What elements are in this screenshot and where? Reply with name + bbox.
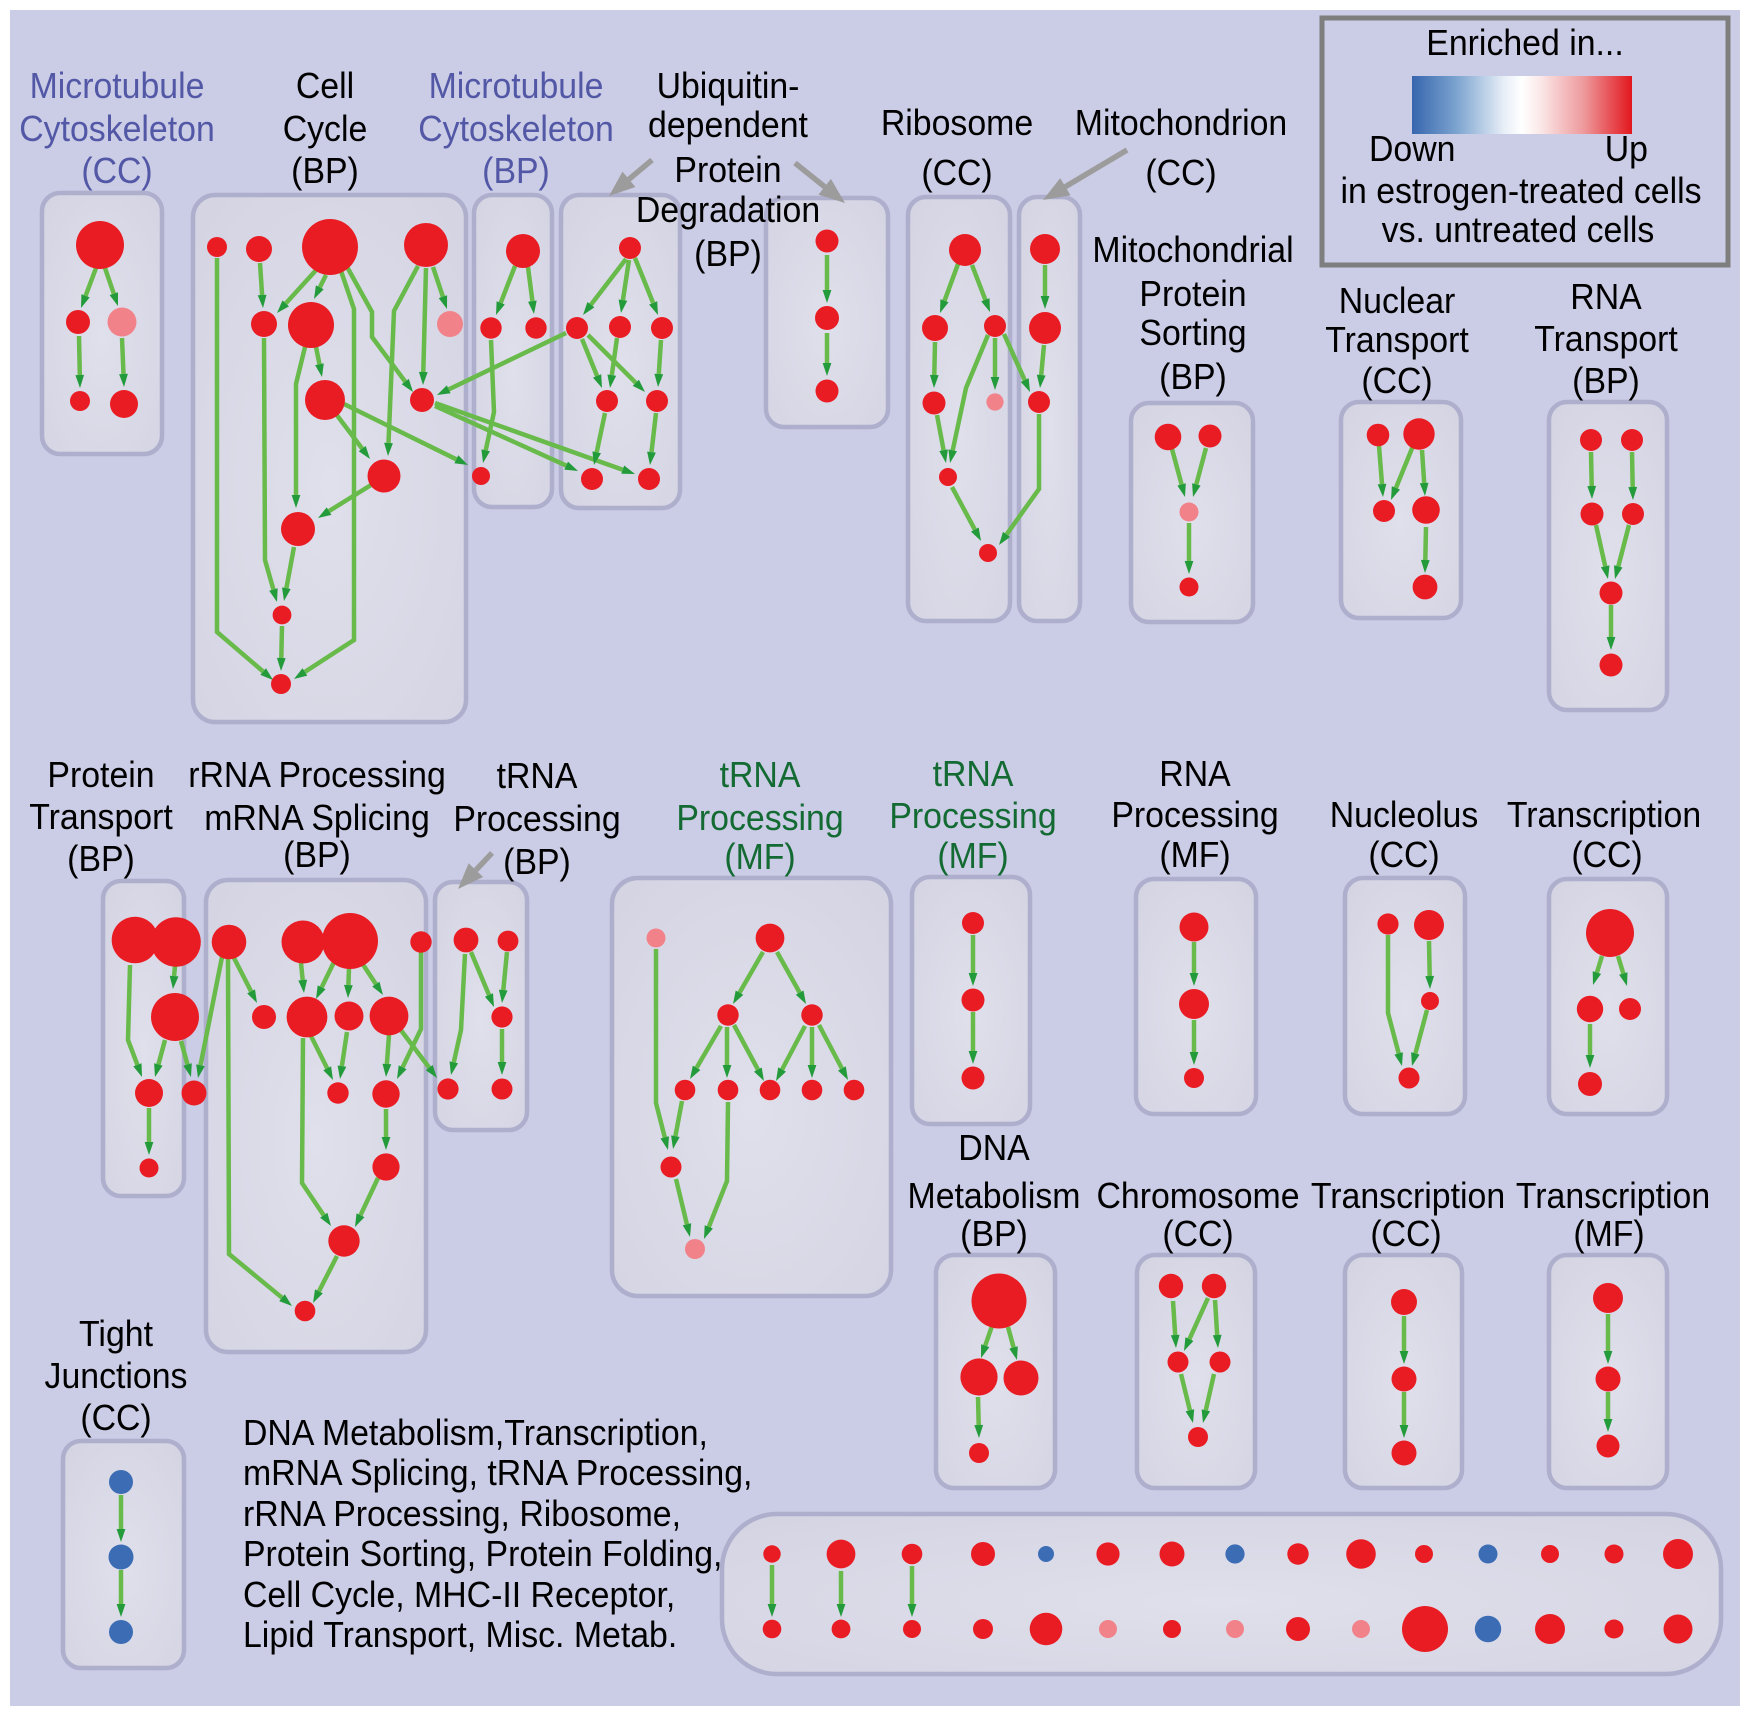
svg-text:Microtubule: Microtubule: [30, 66, 205, 106]
svg-text:Mitochondrion: Mitochondrion: [1075, 103, 1287, 143]
svg-text:Transport: Transport: [1325, 320, 1469, 360]
svg-text:(MF): (MF): [937, 836, 1008, 876]
svg-text:RNA: RNA: [1159, 754, 1231, 794]
svg-text:RNA: RNA: [1570, 277, 1642, 317]
svg-text:Transcription: Transcription: [1311, 1176, 1505, 1216]
svg-text:Protein Sorting, Protein Foldi: Protein Sorting, Protein Folding,: [243, 1534, 722, 1574]
svg-text:Metabolism: Metabolism: [908, 1176, 1081, 1216]
svg-text:(BP): (BP): [482, 151, 550, 191]
svg-text:tRNA: tRNA: [497, 756, 579, 796]
svg-text:Cell Cycle, MHC-II Receptor,: Cell Cycle, MHC-II Receptor,: [243, 1575, 675, 1615]
svg-text:(MF): (MF): [724, 837, 795, 877]
svg-text:Ribosome: Ribosome: [881, 103, 1033, 143]
svg-text:(BP): (BP): [503, 842, 571, 882]
svg-text:DNA Metabolism,Transcription,: DNA Metabolism,Transcription,: [243, 1413, 708, 1453]
svg-text:Processing: Processing: [889, 796, 1056, 836]
svg-text:Ubiquitin-: Ubiquitin-: [657, 66, 800, 106]
svg-text:Cycle: Cycle: [283, 109, 368, 149]
svg-text:(CC): (CC): [921, 153, 992, 193]
svg-text:Transport: Transport: [1534, 319, 1678, 359]
svg-text:Processing: Processing: [453, 799, 620, 839]
svg-text:(MF): (MF): [1159, 835, 1230, 875]
svg-text:tRNA: tRNA: [720, 755, 802, 795]
svg-text:(BP): (BP): [960, 1214, 1028, 1254]
svg-text:(CC): (CC): [1368, 835, 1439, 875]
svg-text:mRNA Splicing: mRNA Splicing: [204, 798, 430, 838]
svg-text:(CC): (CC): [81, 151, 152, 191]
svg-text:Protein: Protein: [674, 150, 781, 190]
svg-text:Nuclear: Nuclear: [1339, 281, 1456, 321]
svg-text:Up: Up: [1605, 129, 1648, 169]
svg-text:(MF): (MF): [1573, 1214, 1644, 1254]
svg-text:Protein: Protein: [1139, 274, 1246, 314]
svg-text:rRNA Processing, Ribosome,: rRNA Processing, Ribosome,: [243, 1494, 681, 1534]
svg-text:Mitochondrial: Mitochondrial: [1092, 230, 1293, 270]
svg-text:Microtubule: Microtubule: [429, 66, 604, 106]
svg-text:Sorting: Sorting: [1139, 313, 1246, 353]
svg-text:Processing: Processing: [676, 798, 843, 838]
svg-text:vs. untreated cells: vs. untreated cells: [1382, 210, 1655, 250]
svg-text:(CC): (CC): [1361, 361, 1432, 401]
svg-text:Nucleolus: Nucleolus: [1330, 795, 1479, 835]
svg-text:(BP): (BP): [67, 839, 135, 879]
svg-text:(CC): (CC): [1162, 1214, 1233, 1254]
svg-text:(CC): (CC): [1571, 835, 1642, 875]
svg-text:(BP): (BP): [283, 835, 351, 875]
svg-text:(BP): (BP): [291, 151, 359, 191]
svg-text:(CC): (CC): [1145, 153, 1216, 193]
svg-text:(BP): (BP): [1572, 361, 1640, 401]
svg-text:Tight: Tight: [79, 1314, 153, 1354]
svg-text:Protein: Protein: [47, 755, 154, 795]
svg-text:DNA: DNA: [958, 1128, 1030, 1168]
svg-text:Cytoskeleton: Cytoskeleton: [418, 109, 614, 149]
svg-text:Cytoskeleton: Cytoskeleton: [19, 109, 215, 149]
svg-text:Lipid Transport, Misc. Metab.: Lipid Transport, Misc. Metab.: [243, 1615, 677, 1655]
svg-text:Cell: Cell: [296, 66, 354, 106]
svg-text:(BP): (BP): [1159, 357, 1227, 397]
svg-text:Transport: Transport: [29, 797, 173, 837]
svg-text:tRNA: tRNA: [933, 754, 1015, 794]
svg-text:dependent: dependent: [648, 105, 808, 145]
svg-text:(BP): (BP): [694, 234, 762, 274]
svg-text:(CC): (CC): [80, 1398, 151, 1438]
svg-text:Transcription: Transcription: [1507, 795, 1701, 835]
svg-text:Degradation: Degradation: [636, 190, 820, 230]
svg-text:Chromosome: Chromosome: [1096, 1176, 1299, 1216]
svg-text:Down: Down: [1369, 129, 1455, 169]
svg-text:mRNA Splicing, tRNA Processing: mRNA Splicing, tRNA Processing,: [243, 1453, 752, 1493]
svg-text:Transcription: Transcription: [1516, 1176, 1710, 1216]
svg-text:Processing: Processing: [1111, 795, 1278, 835]
svg-text:in estrogen-treated cells: in estrogen-treated cells: [1340, 171, 1701, 211]
svg-text:Enriched in...: Enriched in...: [1426, 23, 1623, 63]
svg-text:Junctions: Junctions: [45, 1356, 188, 1396]
svg-text:(CC): (CC): [1370, 1214, 1441, 1254]
svg-text:rRNA Processing: rRNA Processing: [188, 755, 446, 795]
